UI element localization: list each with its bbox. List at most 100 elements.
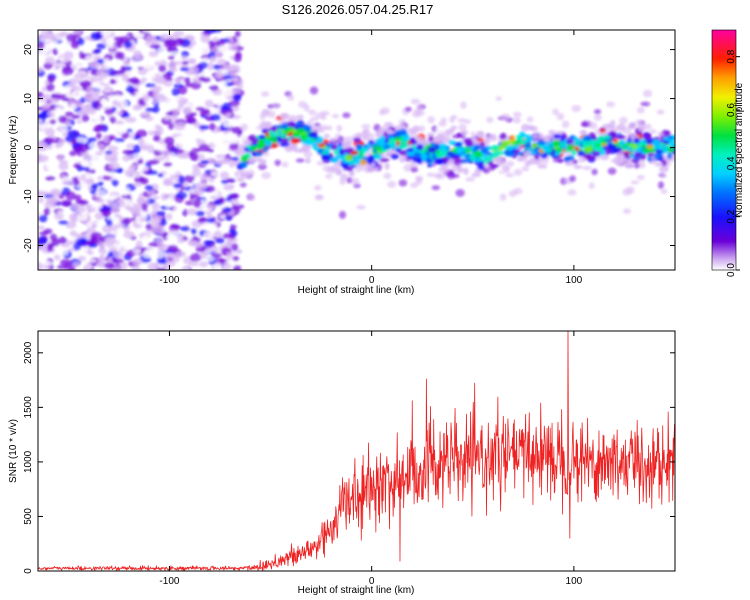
spectrogram-cell bbox=[561, 120, 570, 129]
spectrogram-cell bbox=[210, 171, 218, 177]
spectrogram-cell bbox=[109, 116, 117, 124]
spectrogram-cell bbox=[169, 44, 178, 52]
spectrogram-cell bbox=[618, 116, 628, 125]
spectrogram-cell bbox=[139, 264, 148, 270]
spectrogram-cell bbox=[446, 151, 454, 156]
spectrogram-cell bbox=[234, 30, 242, 38]
spectrogram-cell bbox=[57, 236, 67, 244]
spectrogram-cell bbox=[431, 185, 441, 191]
spectrogram-cell bbox=[194, 30, 201, 36]
spectrogram-cell bbox=[149, 39, 161, 45]
spectrogram-cell bbox=[456, 132, 463, 138]
spectrogram-cell bbox=[155, 77, 168, 85]
spectrogram-cell bbox=[87, 250, 94, 256]
spectrogram-cell bbox=[448, 158, 455, 165]
spectrogram-cell bbox=[231, 243, 239, 251]
spectrogram-cell bbox=[141, 202, 148, 212]
spectrogram-cell bbox=[588, 132, 596, 139]
spectrogram-cell bbox=[90, 183, 99, 190]
spectrogram-cell bbox=[225, 178, 236, 183]
spectrogram-cell bbox=[140, 144, 149, 151]
spectrogram-cell bbox=[580, 122, 590, 127]
spectrogram-cell bbox=[383, 172, 392, 180]
spectrogram-cell bbox=[76, 137, 88, 143]
spectrogram-cell bbox=[426, 172, 435, 177]
spectrogram-cell bbox=[89, 61, 101, 69]
spectrogram-cell bbox=[386, 128, 393, 135]
spectrogram-cell bbox=[77, 255, 87, 262]
spectrogram-cell bbox=[97, 247, 110, 256]
spectrogram-frame bbox=[37, 29, 676, 271]
spectrogram-cell bbox=[121, 73, 129, 82]
spectrogram-cell bbox=[173, 206, 185, 213]
y-tick-label: 0 bbox=[23, 568, 34, 574]
spectrogram-cell bbox=[193, 121, 201, 129]
spectrogram-cell bbox=[58, 115, 67, 124]
spectrogram-cell bbox=[379, 135, 386, 143]
spectrogram-cell bbox=[101, 209, 112, 218]
spectrogram-cell bbox=[512, 116, 521, 124]
spectrogram-cell bbox=[495, 96, 502, 101]
spectrogram-cell bbox=[214, 160, 227, 165]
spectrogram-cell bbox=[509, 134, 516, 143]
spectrogram-cell bbox=[58, 162, 69, 171]
spectrogram-cell bbox=[227, 260, 239, 266]
spectrogram-cell bbox=[455, 188, 465, 197]
spectrogram-cell bbox=[540, 157, 550, 165]
colorbar-tick-label: 0.4 bbox=[726, 156, 737, 170]
spectrogram-cell bbox=[121, 100, 128, 109]
spectrogram-cell bbox=[591, 168, 598, 176]
spectrogram-cell bbox=[210, 113, 221, 122]
spectrogram-cell bbox=[130, 191, 139, 201]
spectrogram-cell bbox=[235, 118, 245, 124]
spectrogram-cell bbox=[139, 177, 149, 185]
spectrogram-cell bbox=[114, 51, 122, 60]
spectrogram-cell bbox=[107, 145, 119, 152]
spectrogram-cell bbox=[617, 123, 626, 131]
spectrogram-cell bbox=[447, 140, 457, 145]
spectrogram-cell bbox=[654, 162, 664, 167]
spectrogram-cell bbox=[222, 232, 234, 239]
spectrogram-cell bbox=[608, 144, 617, 151]
spectrogram-cell bbox=[258, 163, 267, 171]
spectrogram-cell bbox=[209, 195, 220, 200]
spectrogram-cell bbox=[616, 159, 622, 166]
spectrogram-cell bbox=[366, 143, 372, 149]
spectrogram-cell bbox=[160, 218, 167, 226]
x-tick-label: -100 bbox=[159, 576, 179, 587]
spectrogram-cell bbox=[305, 157, 311, 164]
spectrogram-cell bbox=[577, 150, 585, 157]
spectrogram-cell bbox=[388, 137, 396, 145]
spectrogram-cell bbox=[513, 168, 523, 176]
spectrogram-cell bbox=[152, 195, 160, 200]
spectrogram-cell bbox=[121, 241, 131, 250]
spectrogram-cell bbox=[123, 231, 135, 239]
spectrogram-cell bbox=[75, 233, 87, 239]
spectrogram-cell bbox=[526, 116, 534, 123]
spectrogram-cell bbox=[170, 223, 181, 230]
spectrogram-cell bbox=[103, 182, 112, 192]
spectrogram-cell bbox=[212, 141, 224, 146]
spectrogram-cell bbox=[112, 141, 121, 147]
spectrogram-cell bbox=[40, 260, 52, 266]
spectrogram-cell bbox=[505, 160, 515, 167]
spectrogram-cell bbox=[108, 224, 119, 232]
y-tick-label: 20 bbox=[23, 44, 34, 56]
spectrogram-cell bbox=[77, 37, 85, 46]
spectrogram-cell bbox=[387, 180, 397, 188]
spectrogram-cell bbox=[374, 153, 382, 160]
spectrogram-cell bbox=[231, 199, 242, 205]
spectrogram-cell bbox=[373, 123, 381, 132]
spectrogram-cell bbox=[82, 265, 89, 270]
spectrogram-cell bbox=[129, 95, 137, 101]
spectrogram-cell bbox=[119, 186, 131, 196]
spectrogram-cell bbox=[343, 148, 352, 154]
spectrogram-cell bbox=[113, 250, 124, 259]
spectrogram-cell bbox=[390, 153, 400, 160]
spectrogram-cell bbox=[38, 235, 48, 245]
spectrogram-cell bbox=[476, 130, 485, 139]
spectrogram-cell bbox=[464, 139, 474, 148]
spectrogram-cell bbox=[223, 206, 232, 213]
spectrogram-cell bbox=[399, 149, 407, 156]
